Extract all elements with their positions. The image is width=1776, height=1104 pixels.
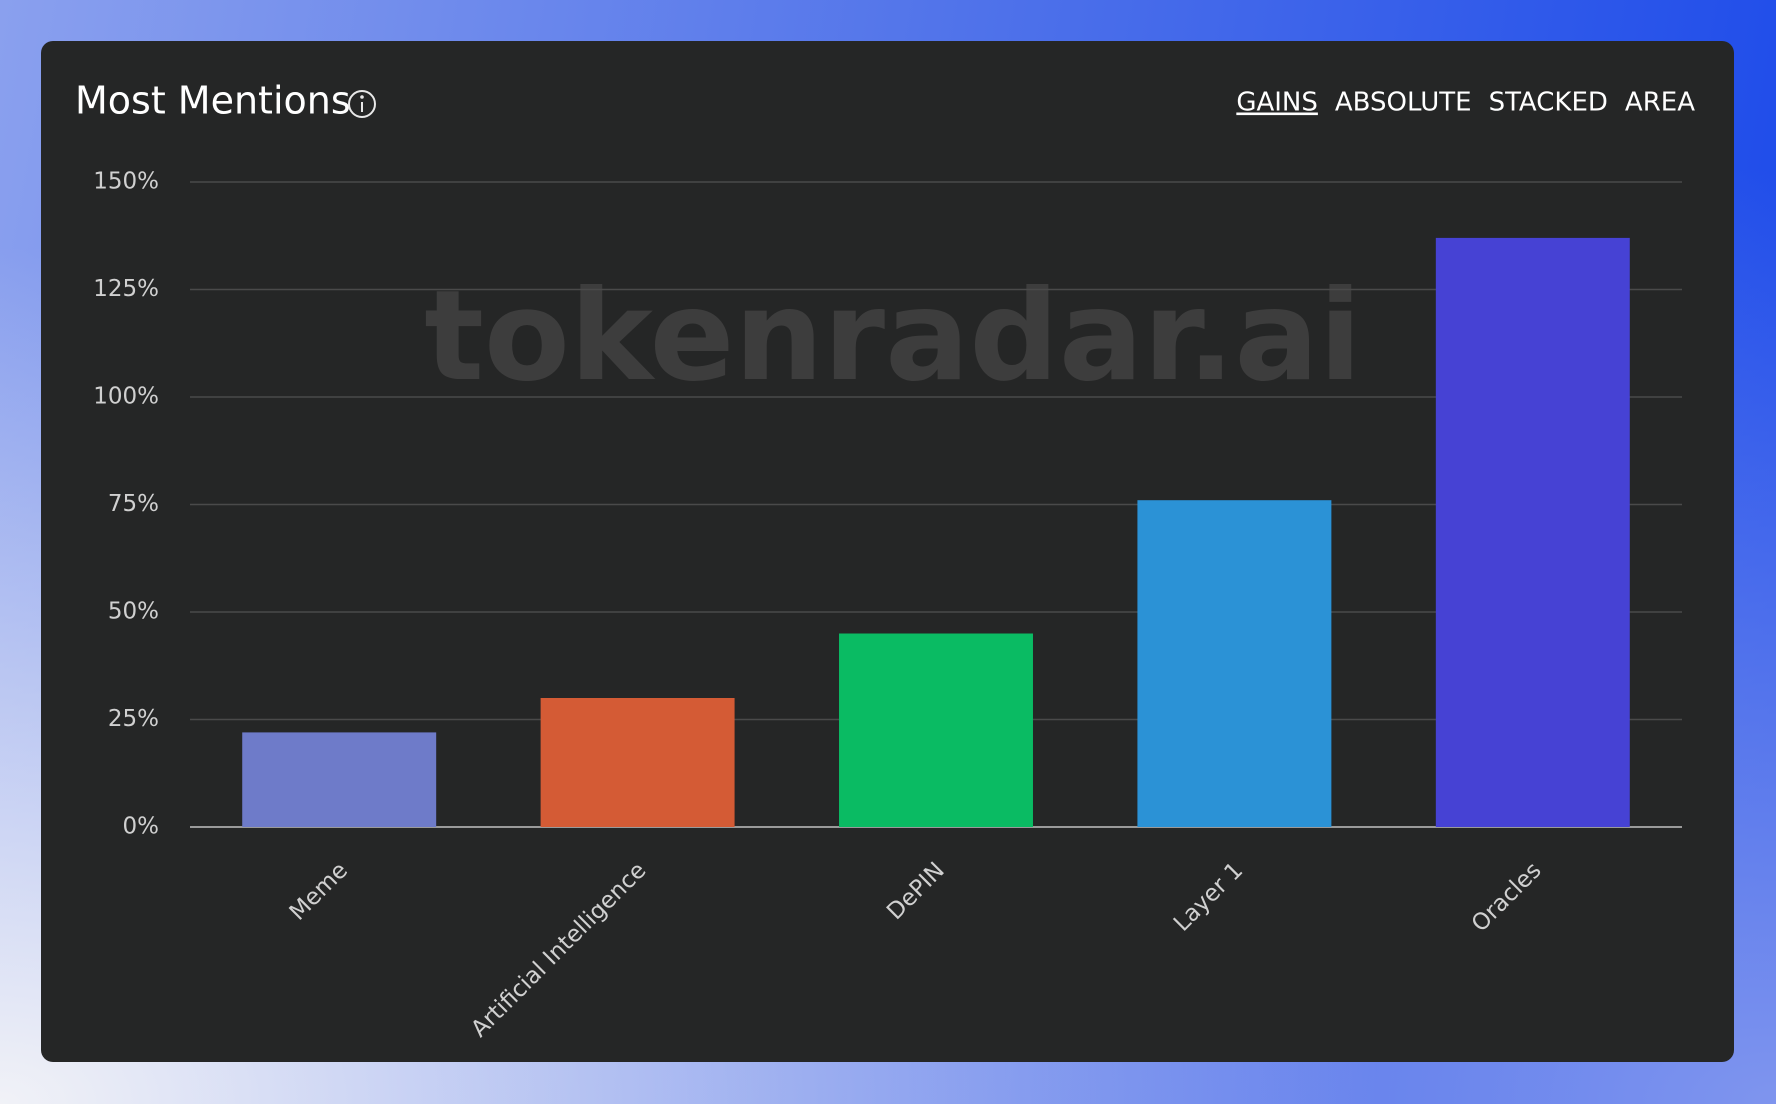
tab[interactable]: GAINS (1236, 88, 1318, 118)
bar (242, 732, 437, 827)
y-tick-label: 50% (108, 599, 159, 625)
y-tick-label: 75% (108, 491, 159, 517)
info-dot (360, 95, 364, 99)
chart-title: Most Mentions (75, 79, 351, 123)
y-tick-label: 125% (93, 276, 159, 302)
tab[interactable]: ABSOLUTE (1335, 88, 1472, 118)
info-icon[interactable] (348, 90, 376, 118)
tab[interactable]: STACKED (1489, 88, 1608, 118)
y-tick-label: 150% (93, 169, 159, 195)
watermark: tokenradar.ai (424, 264, 1362, 409)
y-tick-label: 0% (123, 814, 160, 840)
bar (540, 698, 735, 827)
y-tick-label: 25% (108, 706, 159, 732)
y-tick-label: 100% (93, 384, 159, 410)
tab[interactable]: AREA (1625, 88, 1695, 118)
info-circle (348, 90, 376, 118)
bar (1137, 500, 1332, 827)
bar (839, 633, 1033, 827)
bar (1435, 237, 1630, 827)
